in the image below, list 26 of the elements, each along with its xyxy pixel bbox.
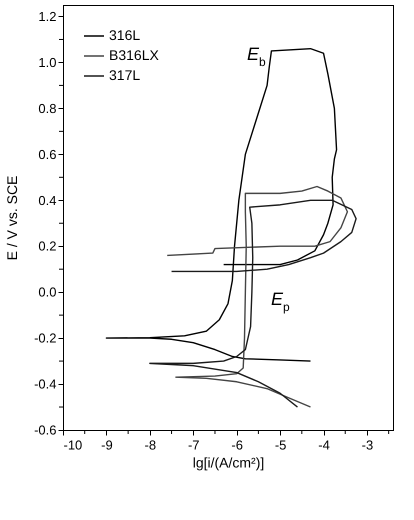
x-tick-label: -6 bbox=[231, 438, 243, 452]
legend-label: 316L bbox=[109, 27, 140, 43]
line-series bbox=[149, 200, 357, 408]
y-tick-label: 0.2 bbox=[38, 238, 56, 254]
legend-label: B316LX bbox=[109, 47, 160, 63]
x-tick-label: -5 bbox=[274, 438, 286, 452]
x-axis-title: lg[i/(A/cm²)] bbox=[192, 454, 264, 470]
y-tick-label: 0.0 bbox=[38, 284, 56, 300]
y-tick-label: 0.8 bbox=[38, 100, 56, 116]
x-tick-label: -9 bbox=[101, 438, 113, 452]
legend-label: 317L bbox=[109, 67, 140, 83]
x-tick-label: -10 bbox=[64, 438, 82, 452]
y-tick-label: -0.2 bbox=[34, 330, 56, 346]
line-series bbox=[106, 48, 338, 362]
y-axis-title: E / V vs. SCE bbox=[4, 176, 20, 260]
line-series bbox=[166, 186, 348, 408]
y-tick-label: 1.2 bbox=[38, 8, 56, 24]
y-tick-label: 0.4 bbox=[38, 192, 56, 208]
y-tick-label: 0.6 bbox=[38, 146, 56, 162]
y-tick-label: 1.0 bbox=[38, 54, 56, 70]
y-tick-label: -0.6 bbox=[34, 422, 56, 438]
y-tick-label: -0.4 bbox=[34, 376, 56, 392]
x-tick-label: -3 bbox=[362, 438, 374, 452]
x-tick-label: -8 bbox=[144, 438, 156, 452]
x-tick-label: -4 bbox=[318, 438, 330, 452]
x-tick-label: -7 bbox=[188, 438, 200, 452]
